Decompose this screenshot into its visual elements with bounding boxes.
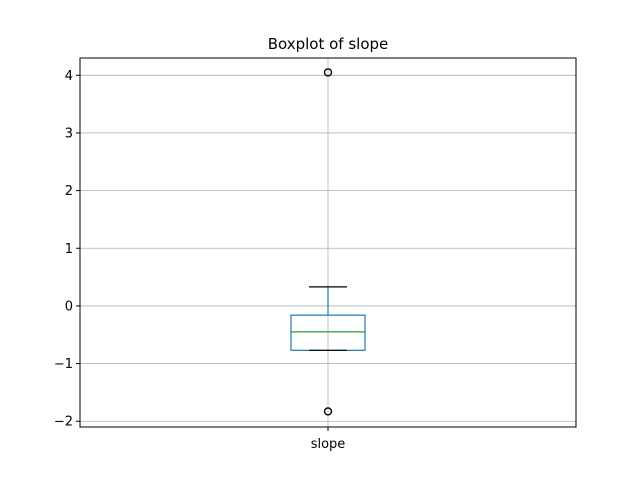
x-tick-label: slope (311, 437, 346, 452)
y-tick-label: 2 (65, 184, 73, 199)
box-group (290, 68, 366, 416)
chart-title: Boxplot of slope (268, 35, 389, 53)
axis-ticks: −2 −1 0 1 2 3 4 slope (54, 69, 345, 452)
y-tick-label: −1 (54, 357, 73, 372)
outlier-point (323, 68, 333, 77)
y-tick-label: 3 (65, 126, 73, 141)
y-tick-label: 0 (65, 299, 73, 314)
grid-lines (80, 58, 576, 427)
y-tick-label: 1 (65, 242, 73, 257)
outlier-point (323, 407, 333, 416)
y-tick-label: −2 (54, 415, 73, 430)
y-tick-label: 4 (65, 69, 73, 84)
